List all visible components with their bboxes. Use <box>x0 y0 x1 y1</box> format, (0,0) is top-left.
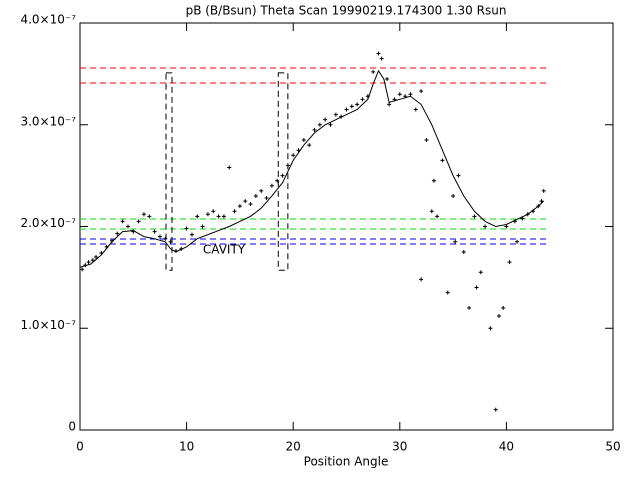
point <box>379 56 384 61</box>
y-tick-label: 0 <box>68 420 76 434</box>
point <box>317 122 322 127</box>
point <box>216 214 221 219</box>
point <box>461 249 466 254</box>
point <box>195 214 200 219</box>
point <box>157 234 162 239</box>
point <box>539 199 544 204</box>
point <box>451 193 456 198</box>
point <box>211 209 216 214</box>
point <box>147 214 152 219</box>
point <box>237 204 242 209</box>
annotation: CAVITY <box>203 243 246 257</box>
point <box>307 143 312 148</box>
point <box>467 305 472 310</box>
point <box>493 407 498 412</box>
point <box>323 117 328 122</box>
point <box>472 214 477 219</box>
point <box>221 214 226 219</box>
chart-title: pB (B/Bsun) Theta Scan 19990219.174300 1… <box>186 4 507 18</box>
point <box>419 89 424 94</box>
point <box>275 178 280 183</box>
point <box>333 112 338 117</box>
point <box>120 219 125 224</box>
y-tick-label: 4.0×10⁻⁷ <box>20 13 76 27</box>
point <box>488 326 493 331</box>
point <box>301 138 306 143</box>
point <box>496 314 501 319</box>
point <box>280 173 285 178</box>
y-tick-label: 2.0×10⁻⁷ <box>20 216 76 230</box>
point <box>152 229 157 234</box>
region-box <box>165 72 173 271</box>
x-tick-label: 10 <box>179 440 194 454</box>
point <box>431 178 436 183</box>
point <box>189 232 194 237</box>
point <box>387 102 392 107</box>
point <box>355 102 360 107</box>
point <box>408 92 413 97</box>
point <box>141 212 146 217</box>
point <box>253 193 258 198</box>
point <box>376 51 381 56</box>
point <box>483 224 488 229</box>
point <box>478 270 483 275</box>
x-tick-label: 30 <box>392 440 407 454</box>
point <box>360 97 365 102</box>
point <box>248 202 253 207</box>
point <box>232 209 237 214</box>
y-tick-label: 3.0×10⁻⁷ <box>20 114 76 128</box>
point <box>328 122 333 127</box>
point <box>90 258 95 263</box>
point <box>168 239 173 244</box>
point <box>115 231 120 236</box>
point <box>184 226 189 231</box>
point <box>269 183 274 188</box>
point <box>413 107 418 112</box>
point <box>312 127 317 132</box>
point <box>291 153 296 158</box>
point <box>93 255 98 260</box>
point <box>445 290 450 295</box>
x-tick-label: 40 <box>499 440 514 454</box>
point <box>515 239 520 244</box>
point <box>424 138 429 143</box>
point <box>435 214 440 219</box>
point <box>456 173 461 178</box>
point <box>163 236 168 241</box>
point <box>371 69 376 74</box>
x-tick-label: 50 <box>605 440 620 454</box>
x-tick-label: 0 <box>76 440 84 454</box>
point <box>385 76 390 81</box>
point <box>80 267 85 272</box>
point <box>259 188 264 193</box>
point <box>429 209 434 214</box>
y-tick-label: 1.0×10⁻⁷ <box>20 318 76 332</box>
region-box <box>277 72 289 271</box>
point <box>243 199 248 204</box>
point <box>264 196 269 201</box>
line <box>79 69 545 268</box>
point <box>507 260 512 265</box>
point <box>541 188 546 193</box>
point <box>205 212 210 217</box>
x-axis-label: Position Angle <box>304 455 389 469</box>
point <box>136 219 141 224</box>
point <box>453 239 458 244</box>
point <box>344 107 349 112</box>
x-tick-label: 20 <box>286 440 301 454</box>
point <box>349 104 354 109</box>
point <box>397 92 402 97</box>
point <box>504 224 509 229</box>
point <box>200 224 205 229</box>
point <box>440 158 445 163</box>
point <box>86 260 91 265</box>
point <box>474 285 479 290</box>
point <box>227 165 232 170</box>
point <box>125 224 130 229</box>
point <box>501 305 506 310</box>
point <box>419 277 424 282</box>
point <box>285 163 290 168</box>
